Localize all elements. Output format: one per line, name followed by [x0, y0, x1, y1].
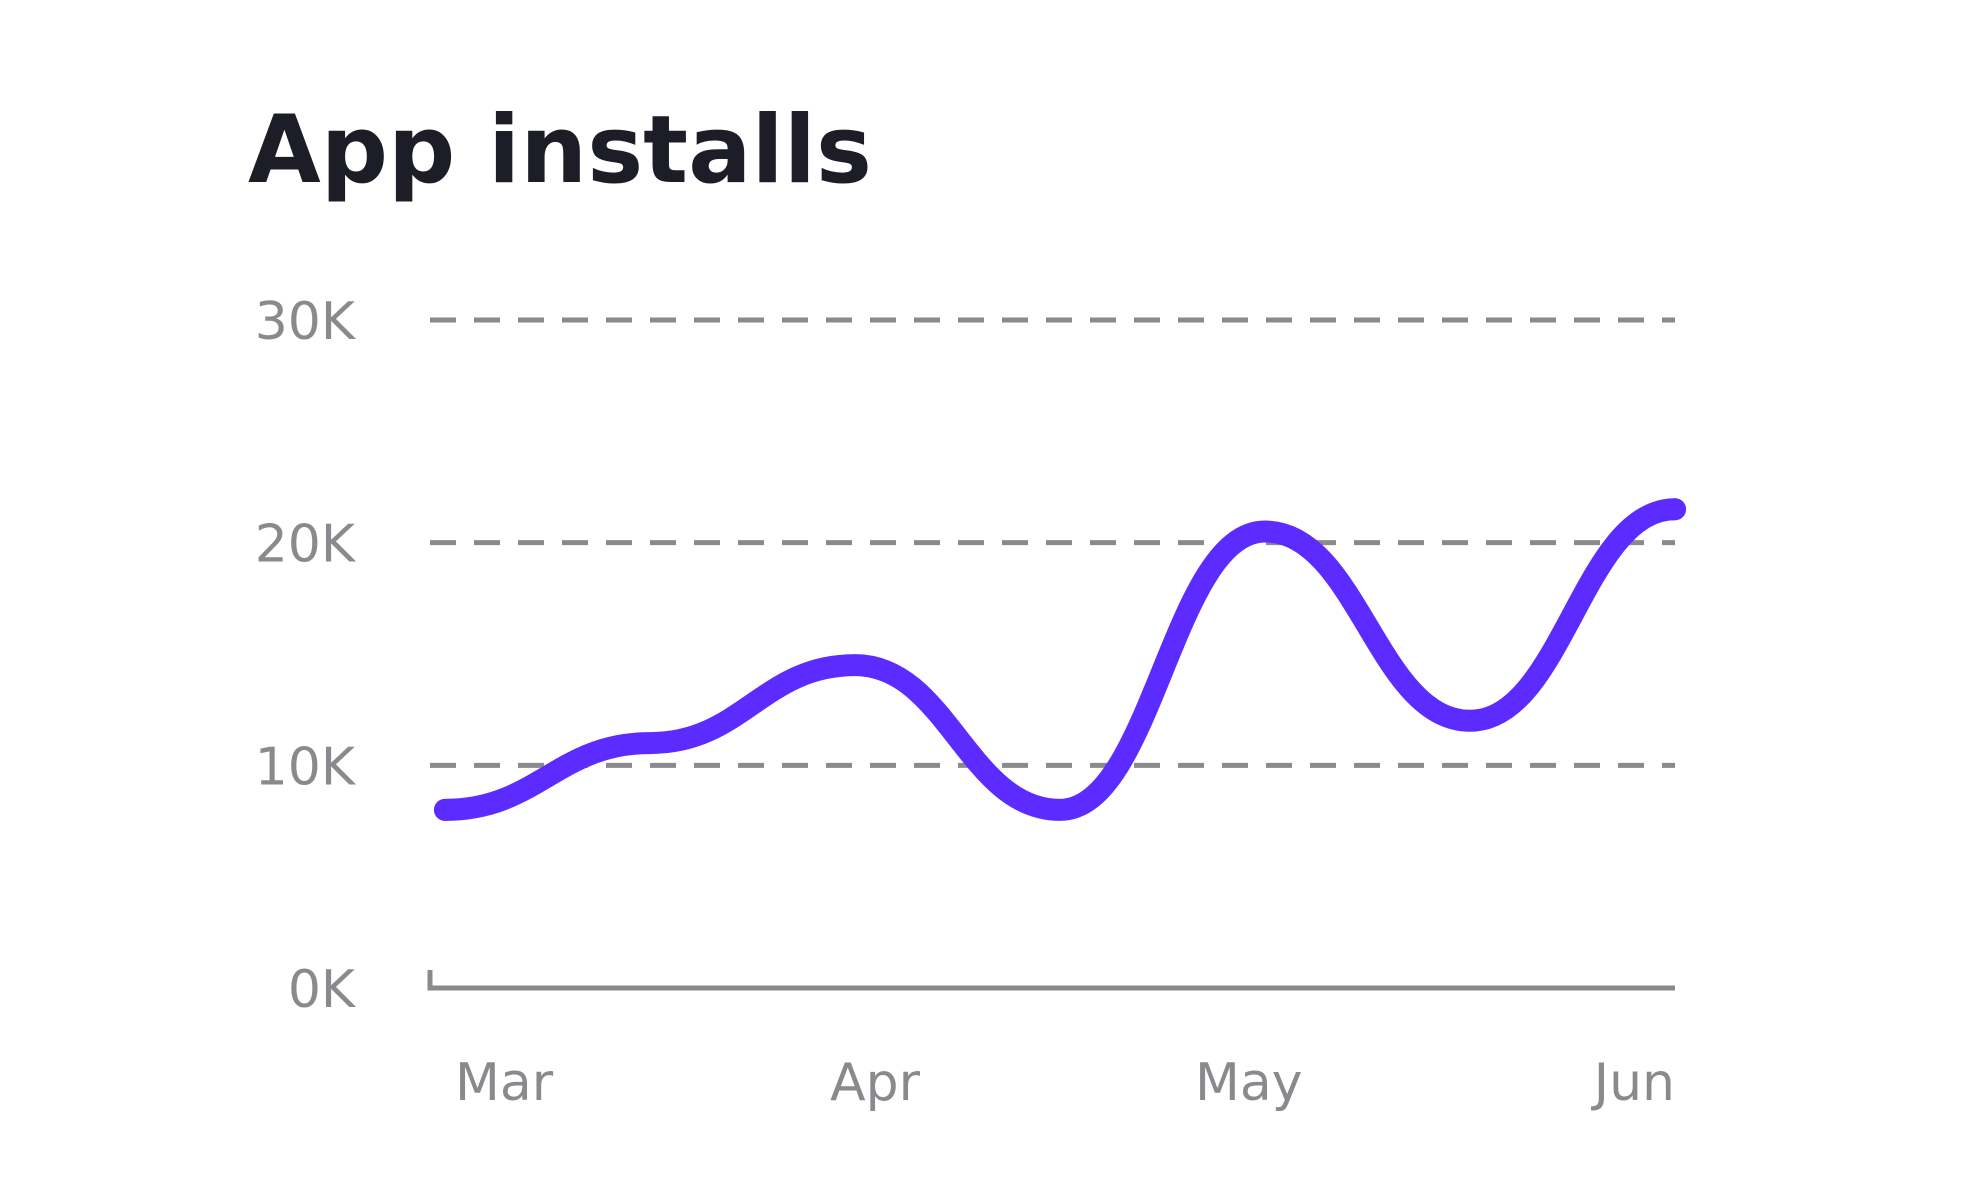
installs-data-points [434, 498, 1686, 821]
x-tick-label: May [1195, 1053, 1303, 1113]
series-endpoint [434, 798, 456, 821]
x-axis-line [427, 970, 1675, 991]
y-tick-label: 10K [255, 737, 357, 797]
chart-title: App installs [248, 96, 872, 205]
series-endpoint [1664, 498, 1686, 521]
installs-series-line [434, 498, 1686, 821]
x-axis [427, 970, 1675, 991]
grid-lines [430, 317, 1675, 768]
series-layer [434, 498, 1686, 821]
y-tick-label: 0K [288, 960, 357, 1020]
x-tick-label: Mar [455, 1053, 554, 1113]
x-axis-tick-labels: Mar Apr May Jun [455, 1053, 1675, 1113]
x-tick-label: Apr [830, 1053, 921, 1113]
y-axis-tick-labels: 0K 10K 20K 30K [255, 292, 357, 1020]
x-tick-label: Jun [1591, 1053, 1675, 1113]
y-tick-label: 20K [255, 515, 357, 575]
y-tick-label: 30K [255, 292, 357, 352]
